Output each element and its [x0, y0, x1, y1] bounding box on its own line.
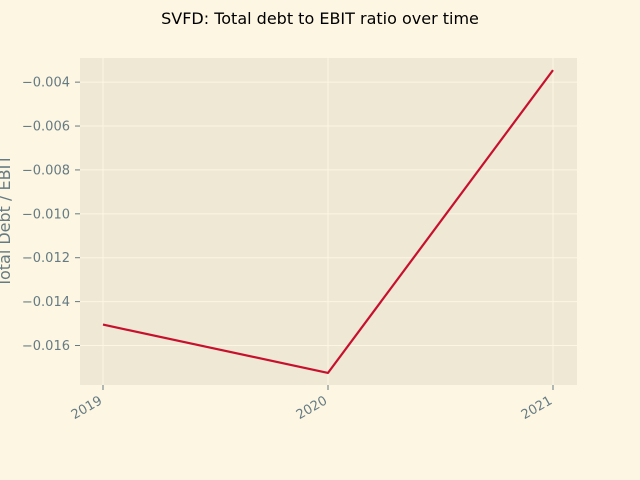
y-tick-label: −0.006: [22, 120, 70, 135]
y-tick-label: −0.004: [22, 76, 70, 91]
y-axis-label: Total Debt / EBIT: [0, 155, 14, 288]
y-tick-label: −0.012: [22, 251, 70, 266]
grid-lines: [80, 58, 577, 385]
chart-title: SVFD: Total debt to EBIT ratio over time: [161, 9, 479, 28]
series-lines: [102, 69, 554, 374]
y-tick-label: −0.016: [22, 339, 70, 354]
series-line: [102, 69, 554, 374]
y-tick-label: −0.008: [22, 163, 70, 178]
x-tick-label: 2021: [519, 393, 555, 423]
y-tick-label: −0.010: [22, 207, 70, 222]
x-tick-label: 2019: [69, 393, 105, 423]
y-tick-label: −0.014: [22, 295, 70, 310]
x-axis-ticks: 2019 2020 2021: [69, 385, 555, 423]
y-axis-ticks: −0.016 −0.014 −0.012 −0.010 −0.008 −0.006 −0.0…: [22, 76, 80, 354]
x-tick-label: 2020: [294, 393, 330, 423]
